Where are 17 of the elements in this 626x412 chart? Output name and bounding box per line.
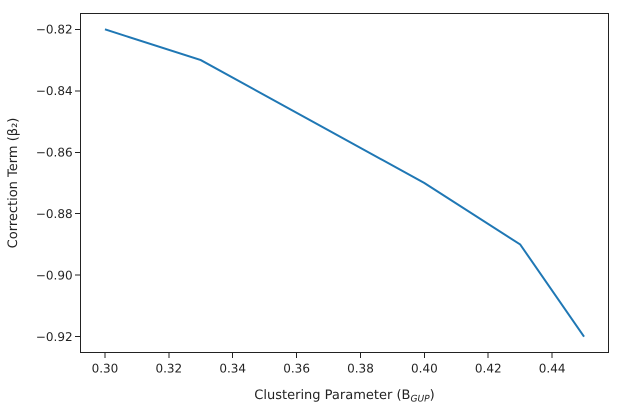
y-tick-label: −0.88 xyxy=(36,206,73,221)
x-tick-label: 0.42 xyxy=(474,361,502,376)
y-tick-label: −0.92 xyxy=(36,330,73,344)
y-tick-label: −0.82 xyxy=(36,22,73,37)
x-tick-label: 0.40 xyxy=(410,361,438,376)
y-tick-label: −0.86 xyxy=(36,145,73,160)
x-tick-label: 0.30 xyxy=(92,361,118,376)
y-tick-label: −0.84 xyxy=(36,84,73,98)
x-tick-label: 0.44 xyxy=(538,361,566,376)
x-tick-label: 0.32 xyxy=(155,361,182,376)
x-tick-label: 0.36 xyxy=(283,361,310,376)
line-series xyxy=(104,28,586,338)
y-axis-title: Correction Term (β₂) xyxy=(6,118,21,248)
y-tick-label: −0.90 xyxy=(36,268,73,282)
x-tick-label: 0.38 xyxy=(347,361,374,376)
x-tick-label: 0.34 xyxy=(219,361,246,376)
x-axis-title: Clustering Parameter (B$_{GUP}$) xyxy=(254,388,435,405)
